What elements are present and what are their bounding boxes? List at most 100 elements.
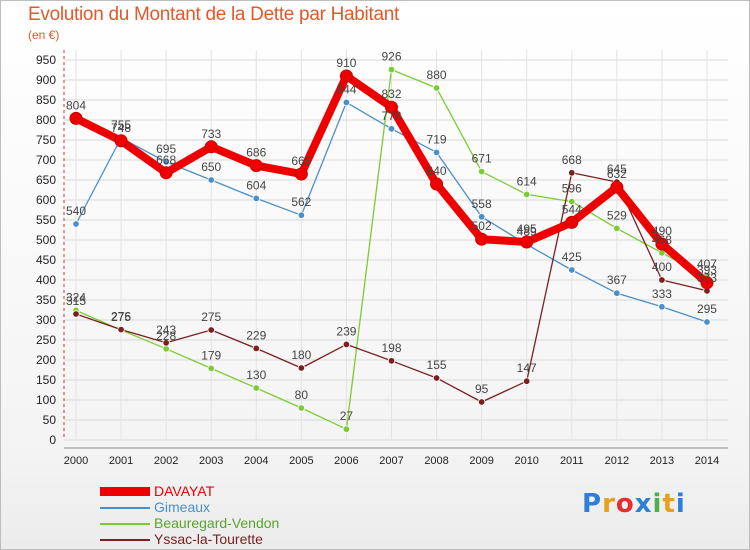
data-point-gimeaux [703,318,711,326]
data-label-gimeaux: 333 [652,287,672,301]
y-tick-label: 900 [36,73,56,87]
y-tick-label: 800 [36,113,56,127]
grid [64,50,728,441]
data-point-gimeaux [72,220,80,228]
data-label-davayat: 748 [111,121,131,135]
legend-swatch-davayat [100,487,150,496]
x-tick-label: 2003 [199,455,223,467]
y-tick-label: 550 [36,213,56,227]
data-label-yssac-la-tourette: 239 [336,324,356,338]
data-point-davayat [294,167,308,181]
data-label-gimeaux: 755 [111,118,131,132]
data-label-davayat: 665 [291,154,311,168]
y-tick-label: 600 [36,193,56,207]
x-tick-label: 2004 [244,455,268,467]
data-point-yssac-la-tourette [658,276,666,284]
data-point-yssac-la-tourette [72,310,80,318]
data-label-gimeaux: 367 [607,273,627,287]
x-tick-label: 2006 [334,455,358,467]
data-point-beauregard-vendon [207,364,215,373]
data-label-gimeaux: 562 [291,195,311,209]
data-point-yssac-la-tourette [523,377,531,385]
data-label-yssac-la-tourette: 180 [291,348,311,362]
data-point-yssac-la-tourette [432,374,441,382]
data-label-davayat: 910 [336,56,356,70]
data-point-davayat [249,159,263,173]
data-label-yssac-la-tourette: 275 [201,310,221,324]
data-label-yssac-la-tourette: 373 [697,271,717,285]
data-label-yssac-la-tourette: 243 [156,323,176,337]
data-label-beauregard-vendon: 275 [111,310,131,324]
data-label-beauregard-vendon: 228 [156,329,176,343]
x-tick-label: 2013 [650,455,674,467]
data-label-davayat: 544 [562,202,582,216]
data-point-davayat [610,180,624,194]
y-tick-label: 250 [36,333,56,347]
logo-letter: x [634,489,653,519]
data-point-gimeaux [432,148,441,157]
data-label-yssac-la-tourette: 645 [607,162,627,176]
data-point-beauregard-vendon [252,384,260,392]
data-label-gimeaux: 295 [697,302,717,316]
data-label-davayat: 668 [156,153,176,167]
y-tick-label: 750 [36,133,56,147]
legend-label-gimeaux: Gimeaux [154,499,211,515]
legend-label-yssac-la-tourette: Yssac-la-Tourette [154,531,263,547]
data-label-davayat: 502 [472,219,492,233]
data-point-yssac-la-tourette [117,325,125,334]
logo-letter: i [675,489,686,519]
data-point-davayat [655,237,669,251]
data-point-beauregard-vendon [387,65,396,74]
x-tick-label: 2005 [289,455,313,467]
data-point-beauregard-vendon [432,84,441,92]
legend-swatch-beauregard-vendon [100,523,150,525]
y-tick-label: 150 [36,373,56,387]
data-label-davayat: 393 [697,263,717,277]
data-point-gimeaux [252,194,260,203]
data-label-yssac-la-tourette: 315 [66,294,86,308]
x-tick-label: 2001 [109,455,133,467]
y-tick-label: 350 [36,293,56,307]
data-label-gimeaux: 558 [472,197,492,211]
data-label-gimeaux: 425 [562,250,582,264]
data-point-davayat [69,111,83,125]
data-label-beauregard-vendon: 596 [562,182,582,196]
data-point-davayat [520,235,534,249]
y-tick-label: 850 [36,93,56,107]
data-point-davayat [700,276,714,290]
data-point-gimeaux [342,98,351,107]
data-label-gimeaux: 650 [201,160,221,174]
data-label-davayat: 686 [246,146,266,160]
data-label-gimeaux: 778 [381,109,401,123]
axes: 0 50 100 150 200 250 300 350 400 450 500 550 600 650 7… [36,50,728,467]
data-label-beauregard-vendon: 468 [652,233,672,247]
data-point-gimeaux [297,211,306,219]
data-label-davayat: 733 [201,127,221,141]
data-label-yssac-la-tourette: 668 [562,153,582,167]
chart-unit-label: (en €) [28,28,60,42]
data-point-davayat [204,140,218,154]
data-label-yssac-la-tourette: 229 [246,328,266,342]
data-point-davayat [565,215,579,229]
y-tick-label: 450 [36,253,56,267]
data-point-davayat [339,69,353,83]
data-point-yssac-la-tourette [342,340,351,349]
data-label-yssac-la-tourette: 155 [427,358,447,372]
data-point-yssac-la-tourette [568,169,576,177]
data-point-davayat [159,166,173,180]
logo-letter: i [652,489,663,519]
legend-label-beauregard-vendon: Beauregard-Vendon [154,515,280,531]
data-label-gimeaux: 604 [246,178,266,192]
data-label-davayat: 632 [607,167,627,181]
data-label-beauregard-vendon: 27 [340,409,354,423]
data-label-davayat: 495 [517,222,537,236]
x-tick-label: 2011 [560,455,584,467]
x-tick-label: 2014 [695,455,719,467]
data-label-yssac-la-tourette: 95 [475,382,489,396]
data-label-yssac-la-tourette: 400 [652,260,672,274]
data-label-yssac-la-tourette: 147 [517,361,537,375]
data-point-yssac-la-tourette [477,398,486,406]
data-point-davayat [475,232,489,246]
x-tick-label: 2012 [605,455,629,467]
